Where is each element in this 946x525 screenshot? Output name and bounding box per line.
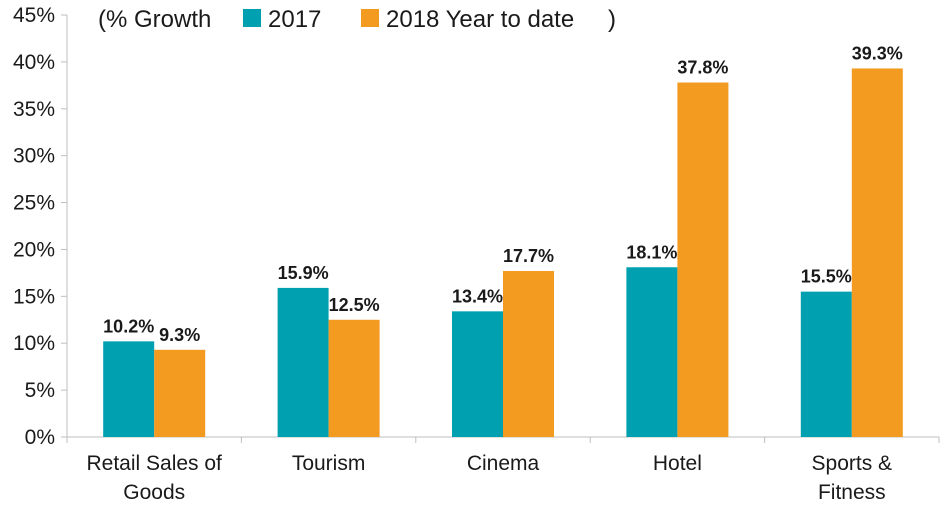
data-labels: 10.2% 15.9% 13.4% 18.1% 15.5% 9.3% 12.5% 17.7% 3… — [103, 43, 903, 344]
bars — [103, 68, 903, 438]
y-tick-label: 5% — [25, 379, 55, 402]
data-label: 17.7% — [503, 246, 554, 266]
legend-swatch — [243, 9, 261, 27]
category-label-line: Sports & — [812, 452, 893, 475]
bar — [851, 68, 903, 437]
category-label: Retail Sales of Goods — [86, 452, 222, 504]
data-label: 12.5% — [329, 295, 380, 315]
category-label-line: Hotel — [653, 452, 702, 475]
data-label: 15.5% — [801, 267, 852, 287]
data-label: 18.1% — [626, 242, 677, 262]
legend-prefix: (% Growth — [98, 6, 211, 33]
bar — [677, 82, 729, 438]
category-label-line: Retail Sales of — [86, 452, 222, 475]
data-label: 13.4% — [452, 286, 503, 306]
x-axis: Retail Sales of Goods Tourism Cinema Hotel Sp… — [66, 436, 940, 504]
legend-swatch — [361, 9, 379, 27]
category-label-line: Goods — [123, 481, 185, 504]
category-label: Tourism — [292, 452, 366, 475]
bar — [452, 311, 503, 437]
legend: (% Growth 2017 2018 Year to date) — [98, 6, 616, 33]
y-axis: 0% 5% 10% 15% 20% 25% 30% 35% 40% 45% — [13, 4, 68, 449]
bar — [277, 287, 329, 437]
data-label: 39.3% — [852, 43, 903, 63]
data-label: 15.9% — [278, 263, 329, 283]
bar — [800, 291, 852, 437]
bar — [626, 267, 678, 437]
category-label-line: Cinema — [467, 452, 540, 475]
y-tick-label: 35% — [13, 98, 55, 121]
category-label: Hotel — [653, 452, 702, 475]
y-tick-label: 25% — [13, 192, 55, 215]
data-label: 10.2% — [103, 316, 154, 336]
y-tick-label: 20% — [13, 238, 55, 261]
bar — [154, 349, 206, 437]
bar — [328, 319, 380, 437]
y-tick-label: 10% — [13, 332, 55, 355]
legend-label: 2017 — [268, 6, 321, 33]
y-tick-label: 30% — [13, 145, 55, 168]
y-tick-label: 40% — [13, 51, 55, 74]
category-label: Cinema — [467, 452, 540, 475]
y-tick-label: 45% — [13, 4, 55, 27]
y-tick-label: 15% — [13, 285, 55, 308]
legend-label: 2018 Year to date — [386, 6, 574, 33]
data-label: 37.8% — [677, 58, 728, 78]
category-label: Sports & Fitness — [812, 452, 893, 504]
bar — [103, 341, 155, 437]
category-label-line: Tourism — [292, 452, 366, 475]
category-label-line: Fitness — [818, 481, 886, 504]
data-label: 9.3% — [159, 325, 200, 345]
y-tick-label: 0% — [25, 426, 55, 449]
bar — [503, 271, 554, 437]
legend-suffix: ) — [608, 6, 616, 33]
